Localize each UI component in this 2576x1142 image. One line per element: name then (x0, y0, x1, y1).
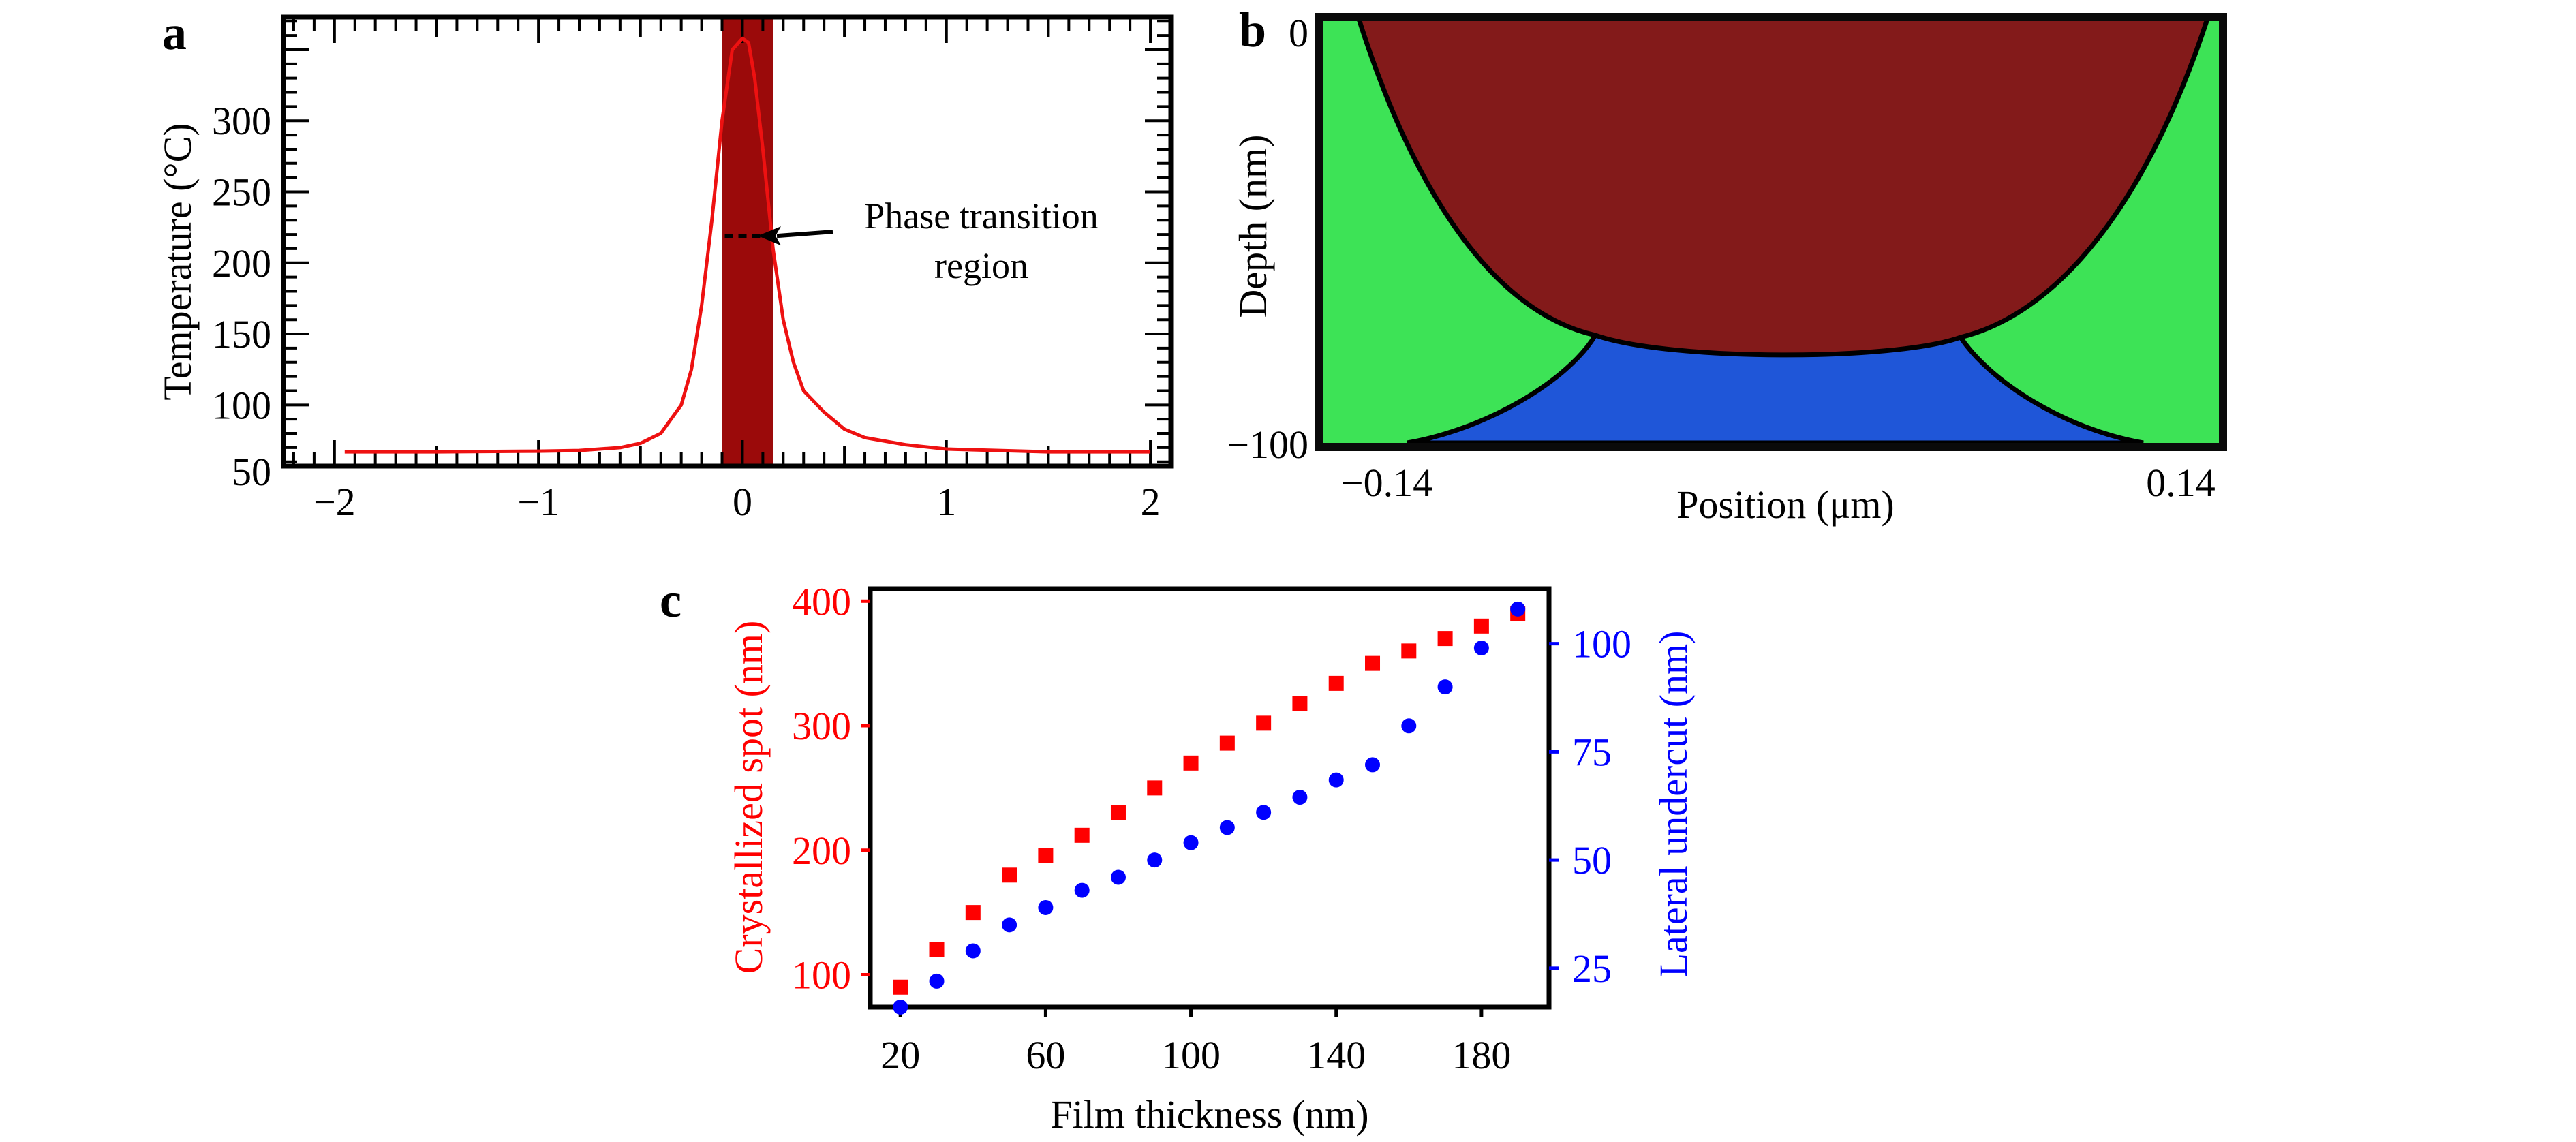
annotation-line-2: region (934, 245, 1028, 286)
crystallized-spot-marker (1147, 780, 1163, 796)
crystallized-spot-marker (929, 942, 945, 957)
lateral-undercut-marker (1183, 835, 1199, 850)
lateral-undercut-marker (1074, 882, 1090, 898)
lateral-undercut-marker (1292, 790, 1308, 805)
x-tick-label: 2 (1141, 480, 1161, 524)
lateral-undercut-marker (929, 973, 945, 989)
x-tick-label: 140 (1306, 1033, 1366, 1077)
panel-c-right-axis-label: Lateral undercut (nm) (1651, 631, 1696, 978)
crystallized-spot-marker (1473, 618, 1489, 634)
right-y-tick-label: 100 (1572, 622, 1631, 666)
crystallized-spot-marker (1401, 643, 1417, 659)
annotation-arrow-head (758, 226, 781, 246)
panel-c-left-axis-label: Crystallized spot (nm) (726, 621, 771, 974)
lateral-undercut-marker (1401, 718, 1417, 734)
lateral-undercut-marker (1365, 757, 1381, 773)
panel-a-frame (281, 14, 1174, 469)
annotation-arrow-shaft (776, 230, 833, 238)
left-y-tick-label: 400 (792, 579, 851, 623)
crystallized-spot-marker (1110, 805, 1126, 820)
panel-a-letter: a (162, 5, 187, 60)
panel-c-frame (868, 586, 1552, 1010)
lateral-undercut-marker (1002, 917, 1017, 933)
left-y-tick-label: 100 (792, 953, 851, 997)
right-y-tick-label: 25 (1572, 946, 1612, 991)
lateral-undercut-marker (1256, 805, 1272, 820)
crystallized-spot-marker (1292, 696, 1308, 711)
crystallized-spot-marker (893, 979, 908, 995)
panel-c-x-axis-label: Film thickness (nm) (1050, 1092, 1368, 1137)
temperature-curve (344, 36, 1151, 454)
crystallized-spot-marker (1219, 735, 1235, 751)
phase-transition-annotation: Phase transition region (864, 196, 1098, 286)
crystallized-spot-marker (1328, 675, 1344, 691)
phase-transition-band (722, 17, 773, 466)
y-tick-label: 150 (212, 312, 271, 356)
lateral-undercut-marker (965, 943, 981, 959)
x-tick-label: −1 (517, 480, 559, 524)
panel-a-y-axis-label: Temperature (°C) (155, 123, 200, 400)
x-tick-label: 180 (1452, 1033, 1511, 1077)
crystallized-spot-marker (1365, 655, 1381, 671)
panel-c-letter: c (660, 573, 681, 628)
crystallized-spot-marker (1183, 755, 1199, 771)
crystallized-spot-marker (1074, 827, 1090, 843)
y-tick-label: 50 (232, 450, 271, 494)
lateral-undercut-marker (1437, 679, 1453, 695)
x-tick-label: 60 (1026, 1033, 1065, 1077)
panel-b-ytick-bottom: −100 (1227, 422, 1308, 467)
panel-b-ytick-top: 0 (1289, 11, 1308, 55)
lateral-undercut-marker (1473, 640, 1489, 655)
y-tick-label: 200 (212, 241, 271, 286)
panel-b: b 0 −100 −0.14 0.14 Position (μm) Depth … (1227, 3, 2227, 527)
panel-b-frame (1315, 13, 2227, 451)
lateral-undercut-marker (1147, 852, 1163, 868)
crystallized-spot-marker (1002, 867, 1017, 883)
annotation-line-1: Phase transition (864, 196, 1098, 236)
lateral-undercut-marker (1510, 601, 1526, 617)
left-y-tick-label: 300 (792, 704, 851, 748)
lateral-undercut-marker (1219, 820, 1235, 835)
panel-c-plot-area: 20 60 100 140 180 100 200 300 400 25 50 75 100 (792, 579, 1631, 1077)
panel-b-xtick-left: −0.14 (1341, 461, 1432, 505)
left-y-tick-label: 200 (792, 829, 851, 873)
x-tick-label: 0 (733, 480, 752, 524)
crystallized-spot-marker (965, 905, 981, 921)
lateral-undercut-marker (1110, 869, 1126, 885)
right-y-tick-label: 75 (1572, 730, 1612, 774)
lateral-undercut-marker (1038, 899, 1054, 915)
crystallized-spot-marker (1437, 631, 1453, 647)
x-tick-label: 100 (1161, 1033, 1221, 1077)
y-tick-label: 300 (212, 99, 271, 143)
x-tick-label: 1 (936, 480, 956, 524)
crystallized-spot-marker (1256, 715, 1272, 731)
y-tick-label: 250 (212, 170, 271, 215)
lateral-undercut-marker (893, 1000, 908, 1015)
right-y-tick-label: 50 (1572, 838, 1612, 882)
panel-b-phase-map (1315, 13, 2227, 451)
x-tick-label: 20 (880, 1033, 920, 1077)
panel-b-letter: b (1239, 3, 1266, 57)
x-tick-label: −2 (313, 480, 356, 524)
panel-b-x-axis-label: Position (μm) (1676, 482, 1895, 527)
lateral-undercut-marker (1328, 772, 1344, 788)
panel-b-xtick-right: 0.14 (2146, 461, 2215, 505)
crystallized-dome (1355, 14, 2211, 358)
y-tick-label: 100 (212, 383, 271, 427)
panel-c: c 20 60 100 140 180 100 200 300 400 25 50 75 100 Cry… (660, 573, 1696, 1137)
panel-b-y-axis-label: Depth (nm) (1231, 135, 1275, 318)
crystallized-spot-marker (1038, 848, 1054, 863)
